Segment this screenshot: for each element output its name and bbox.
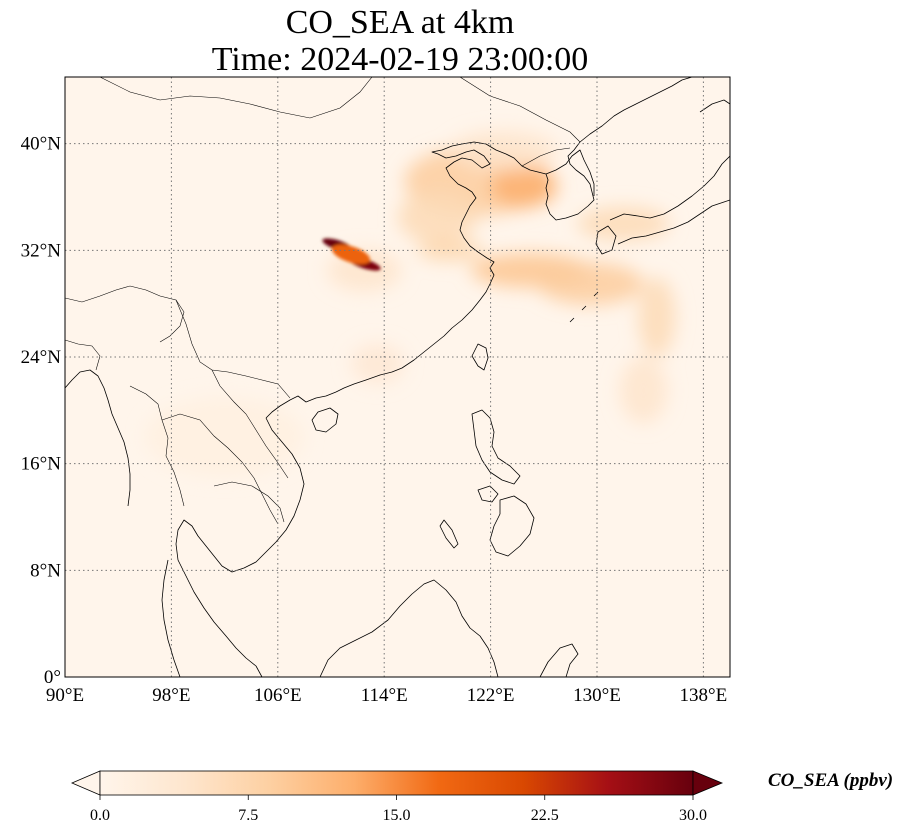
plume-2 [397, 190, 478, 244]
y-tick-label: 32°N [21, 240, 62, 261]
coastlines [65, 77, 730, 677]
coastline-honshu [609, 155, 730, 221]
plume-3 [417, 239, 484, 261]
coastline-hainan [311, 407, 339, 433]
coastline-south-china [265, 391, 337, 419]
border-bangladesh [65, 339, 101, 371]
x-tick-label: 90°E [46, 685, 84, 706]
coastline-myanmar [65, 369, 131, 507]
x-tick-label: 130°E [573, 685, 621, 706]
coastline-kyushu [595, 225, 617, 255]
border-china-russia [459, 77, 581, 143]
coastline-ryukyu [569, 291, 599, 323]
border-china-mongolia [99, 77, 373, 119]
plume-8 [619, 357, 668, 424]
plume-12 [144, 397, 305, 477]
border-laos-vietnam [211, 369, 289, 479]
colorbar-tick-label: 15.0 [383, 807, 411, 824]
coastline-visayas [477, 485, 499, 503]
colorbar-tick-label: 7.5 [238, 807, 258, 824]
coastline-malay [161, 559, 181, 677]
plume-5 [537, 262, 644, 305]
x-tick-label: 138°E [680, 685, 728, 706]
border-thailand-laos [161, 413, 279, 525]
x-tick-label: 114°E [361, 685, 408, 706]
latitude-ticks: 0° 8°N 16°N 24°N 32°N 40°N [21, 134, 62, 688]
border-myanmar-thailand [129, 385, 185, 507]
colorbar-gradient [99, 770, 694, 796]
concentration-hotspots [322, 238, 381, 271]
coastline-korea [545, 149, 595, 196]
y-tick-label: 8°N [30, 560, 61, 581]
colorbar-ticks: 0.0 7.5 15.0 22.5 30.0 [90, 795, 707, 824]
plume-1 [490, 165, 558, 208]
coastline-hokkaido [699, 99, 730, 113]
x-tick-label: 122°E [467, 685, 515, 706]
y-tick-label: 0° [44, 667, 61, 688]
border-china-korea [521, 147, 571, 167]
coastline-luzon [471, 409, 521, 485]
border-south-asia [65, 285, 185, 343]
y-tick-label: 40°N [21, 134, 62, 155]
plume-11 [450, 130, 558, 171]
coastline-indochina [175, 417, 305, 677]
colorbar-over-arrow [692, 770, 724, 796]
y-tick-label: 24°N [21, 347, 62, 368]
coastline-mindanao [489, 495, 535, 557]
map-frame [64, 76, 731, 678]
colorbar-tick-label: 22.5 [531, 807, 559, 824]
map-background [65, 77, 730, 677]
x-tick-label: 106°E [254, 685, 302, 706]
colorbar-under-arrow [70, 770, 101, 796]
coastline-borneo [319, 579, 499, 677]
hotspot-2 [331, 244, 371, 265]
concentration-field [144, 130, 676, 477]
border-cambodia [213, 481, 285, 523]
colorbar: 0.0 7.5 15.0 22.5 30.0 [70, 770, 724, 824]
graticule [65, 77, 730, 677]
plot-title-line1: CO_SEA at 4km [285, 4, 515, 41]
coastline-sulawesi [539, 643, 579, 677]
colorbar-tick-label: 30.0 [679, 807, 707, 824]
x-tick-label: 98°E [152, 685, 190, 706]
coastline-honshu-south [617, 199, 730, 245]
coastline-taiwan [471, 343, 489, 371]
country-borders [65, 77, 581, 525]
longitude-ticks: 90°E 98°E 106°E 114°E 122°E 130°E 138°E [46, 685, 727, 706]
colorbar-tick-label: 0.0 [90, 807, 110, 824]
coastline-east-china [335, 77, 693, 393]
plume-6 [577, 206, 671, 242]
plot-title-line2: Time: 2024-02-19 23:00:00 [211, 41, 589, 78]
y-tick-label: 16°N [21, 454, 62, 475]
coastline-palawan [439, 519, 459, 549]
border-myanmar-china [175, 299, 291, 399]
colorbar-label: CO_SEA (ppbv) [768, 770, 894, 791]
plume-10 [350, 343, 405, 384]
plume-7 [638, 277, 676, 357]
